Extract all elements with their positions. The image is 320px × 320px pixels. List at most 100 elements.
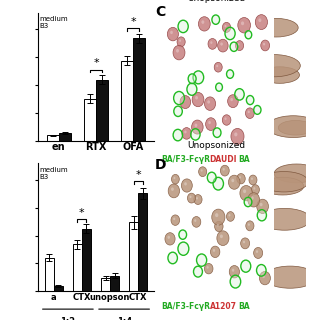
Circle shape <box>167 28 179 41</box>
Circle shape <box>204 97 216 110</box>
Bar <box>73 244 82 291</box>
Bar <box>54 286 63 291</box>
Circle shape <box>244 197 252 207</box>
Circle shape <box>180 96 191 108</box>
Circle shape <box>215 221 223 232</box>
Circle shape <box>217 231 229 245</box>
Circle shape <box>201 20 204 24</box>
Circle shape <box>218 39 228 52</box>
Circle shape <box>183 99 185 102</box>
Circle shape <box>178 20 188 33</box>
Circle shape <box>212 209 225 225</box>
Circle shape <box>278 120 313 135</box>
Circle shape <box>227 212 235 221</box>
Circle shape <box>181 179 192 192</box>
Circle shape <box>228 95 238 108</box>
Circle shape <box>254 247 263 259</box>
Text: BA/F3-FcγR: BA/F3-FcγR <box>162 155 211 164</box>
Circle shape <box>207 172 216 183</box>
Circle shape <box>241 21 244 25</box>
Circle shape <box>238 18 251 33</box>
Circle shape <box>243 241 245 243</box>
Circle shape <box>189 196 191 198</box>
Circle shape <box>245 31 252 39</box>
Circle shape <box>254 18 298 37</box>
Circle shape <box>184 182 187 186</box>
Circle shape <box>171 215 180 225</box>
Circle shape <box>254 106 261 114</box>
Bar <box>59 133 71 141</box>
Circle shape <box>214 62 222 72</box>
Circle shape <box>228 214 230 216</box>
Circle shape <box>235 89 244 100</box>
Circle shape <box>258 18 261 22</box>
Circle shape <box>246 221 254 231</box>
Circle shape <box>173 218 175 220</box>
Text: *: * <box>93 59 99 68</box>
Circle shape <box>184 131 187 133</box>
Text: medium
B3: medium B3 <box>39 16 68 29</box>
Circle shape <box>199 167 207 177</box>
Text: *: * <box>135 170 141 180</box>
Bar <box>121 61 133 141</box>
Circle shape <box>248 193 260 207</box>
Circle shape <box>176 49 179 52</box>
Circle shape <box>213 128 221 137</box>
Circle shape <box>173 177 175 179</box>
Bar <box>101 278 110 291</box>
Text: medium
B3: medium B3 <box>39 166 68 180</box>
Text: DAUDI: DAUDI <box>210 155 237 164</box>
Bar <box>133 38 145 141</box>
Circle shape <box>274 164 319 183</box>
Circle shape <box>192 120 203 134</box>
Circle shape <box>228 175 240 189</box>
Circle shape <box>196 197 198 199</box>
Circle shape <box>231 179 234 182</box>
Circle shape <box>173 129 182 141</box>
Circle shape <box>171 188 174 191</box>
Text: BA/F3-FcγR: BA/F3-FcγR <box>162 302 211 311</box>
Circle shape <box>208 38 217 49</box>
Text: Unopsonized: Unopsonized <box>188 0 246 3</box>
Bar <box>110 276 119 291</box>
Circle shape <box>232 269 234 272</box>
Circle shape <box>251 178 253 180</box>
Circle shape <box>224 117 227 120</box>
Circle shape <box>251 185 260 195</box>
Circle shape <box>257 210 267 221</box>
Circle shape <box>253 187 255 190</box>
Circle shape <box>192 92 204 107</box>
Circle shape <box>179 39 181 42</box>
Circle shape <box>173 45 185 60</box>
Circle shape <box>241 238 250 249</box>
Bar <box>129 222 138 291</box>
Circle shape <box>259 208 311 230</box>
Circle shape <box>263 43 265 45</box>
Circle shape <box>196 254 207 266</box>
Circle shape <box>172 174 179 184</box>
Circle shape <box>194 266 203 277</box>
Circle shape <box>198 17 210 31</box>
Circle shape <box>174 92 184 105</box>
Circle shape <box>215 213 218 217</box>
Circle shape <box>165 233 175 245</box>
Circle shape <box>257 199 268 213</box>
Circle shape <box>261 40 269 51</box>
Circle shape <box>240 186 252 201</box>
Circle shape <box>255 15 268 29</box>
Circle shape <box>227 70 234 78</box>
Circle shape <box>201 169 203 172</box>
Circle shape <box>256 250 258 253</box>
Circle shape <box>220 235 223 238</box>
Circle shape <box>249 175 257 185</box>
Circle shape <box>262 275 265 278</box>
Circle shape <box>195 96 198 100</box>
Text: BA: BA <box>238 302 250 311</box>
Circle shape <box>243 189 246 193</box>
Circle shape <box>216 83 222 91</box>
Circle shape <box>248 110 250 113</box>
Circle shape <box>260 67 300 83</box>
Circle shape <box>207 266 209 269</box>
Circle shape <box>168 252 177 264</box>
Text: *: * <box>130 17 136 27</box>
